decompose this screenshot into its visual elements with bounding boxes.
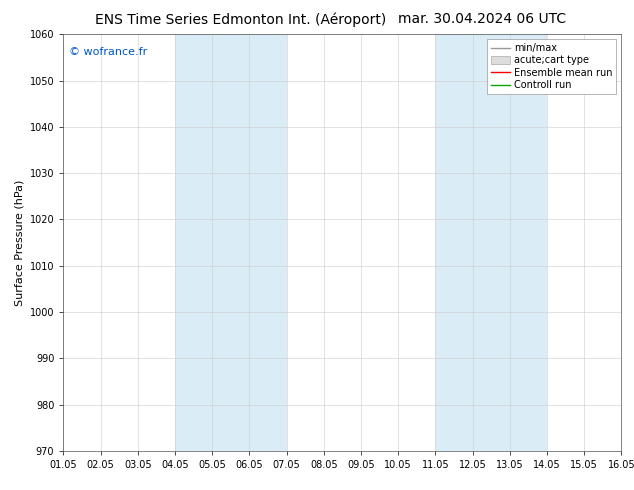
Y-axis label: Surface Pressure (hPa): Surface Pressure (hPa)	[14, 179, 24, 306]
Text: © wofrance.fr: © wofrance.fr	[69, 47, 147, 57]
Bar	[436, 34, 547, 451]
Bar	[175, 34, 287, 451]
Legend: min/max, acute;cart type, Ensemble mean run, Controll run: min/max, acute;cart type, Ensemble mean …	[487, 39, 616, 94]
Text: mar. 30.04.2024 06 UTC: mar. 30.04.2024 06 UTC	[398, 12, 566, 26]
Text: ENS Time Series Edmonton Int. (Aéroport): ENS Time Series Edmonton Int. (Aéroport)	[95, 12, 387, 27]
